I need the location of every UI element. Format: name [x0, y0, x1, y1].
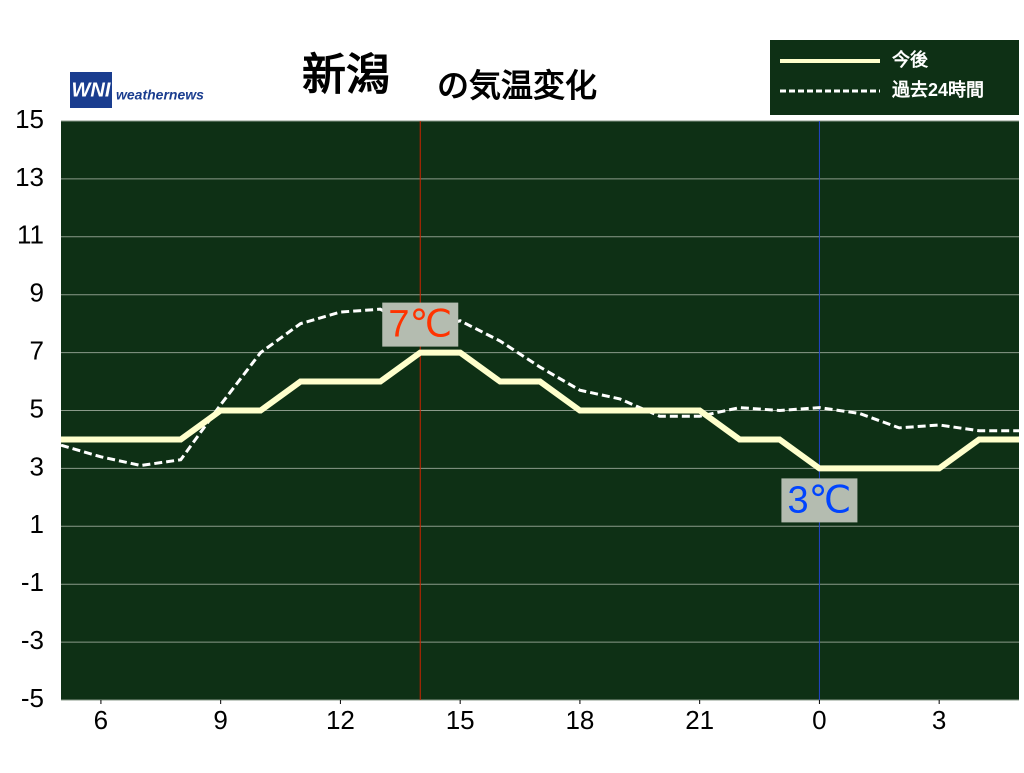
annotation-box: [781, 478, 858, 523]
y-tick-label: 7: [30, 335, 44, 365]
logo: WNI weathernews: [70, 72, 204, 108]
legend-label: 今後: [892, 49, 929, 70]
annotation-label: 3℃: [788, 479, 852, 521]
logo-box: [70, 72, 112, 108]
y-tick-label: -3: [21, 625, 44, 655]
y-tick-label: -5: [21, 683, 44, 713]
x-tick-label: 18: [565, 705, 594, 735]
y-tick-label: 5: [30, 393, 44, 423]
y-tick-label: -1: [21, 567, 44, 597]
x-tick-label: 0: [812, 705, 826, 735]
x-tick-label: 12: [326, 705, 355, 735]
y-tick-label: 15: [15, 104, 44, 134]
x-tick-label: 15: [446, 705, 475, 735]
chart-title: 新潟: [302, 51, 390, 100]
y-tick-label: 13: [15, 162, 44, 192]
legend-label: 過去24時間: [892, 79, 984, 100]
y-tick-label: 11: [17, 220, 44, 250]
logo-text: weathernews: [116, 87, 204, 103]
chart-subtitle: の気温変化: [437, 67, 597, 103]
y-tick-label: 3: [30, 451, 44, 481]
series-line: [60, 307, 1019, 468]
y-tick-label: 1: [30, 509, 44, 539]
annotation-label: 7℃: [388, 304, 452, 346]
annotation-box: [382, 302, 459, 347]
series-line: [61, 349, 1019, 472]
x-tick-label: 21: [685, 705, 714, 735]
legend-box: [770, 40, 1019, 115]
x-tick-label: 9: [213, 705, 227, 735]
y-tick-label: 9: [30, 278, 44, 308]
x-tick-label: 3: [932, 705, 946, 735]
x-tick-label: 6: [94, 705, 108, 735]
logo-mark: WNI: [72, 79, 111, 101]
